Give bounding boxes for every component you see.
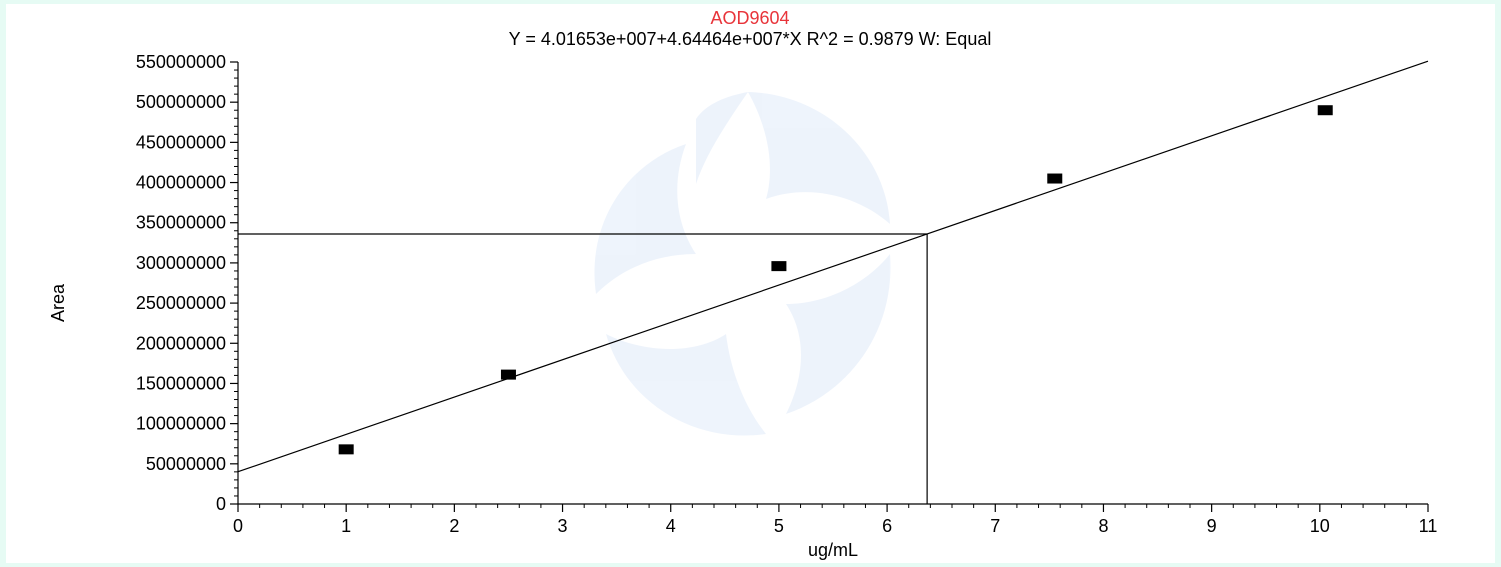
regression-equation: Y = 4.01653e+007+4.64464e+007*X R^2 = 0.… <box>509 29 992 49</box>
x-tick-label: 8 <box>1098 516 1108 536</box>
data-point <box>1317 105 1333 116</box>
regression-line <box>237 60 1429 473</box>
y-tick-label: 450000000 <box>136 132 226 152</box>
y-tick-label: 350000000 <box>136 213 226 233</box>
x-axis-label: ug/mL <box>808 540 858 560</box>
chart-title: AOD9604 <box>710 8 789 28</box>
x-tick-label: 9 <box>1207 516 1217 536</box>
x-tick-label: 5 <box>774 516 784 536</box>
x-tick-label: 3 <box>558 516 568 536</box>
x-tick-label: 4 <box>666 516 676 536</box>
data-point <box>500 369 516 380</box>
watermark-logo <box>594 92 891 436</box>
x-axis-ticks: 0 1 2 3 4 5 6 7 8 9 10 11 <box>233 504 1437 536</box>
y-tick-label: 250000000 <box>136 293 226 313</box>
x-tick-label: 1 <box>341 516 351 536</box>
y-tick-label: 50000000 <box>146 454 226 474</box>
y-axis-ticks: 0 50000000 100000000 150000000 200000000 2500… <box>136 52 238 514</box>
y-axis-label: Area <box>48 283 68 322</box>
x-tick-label: 7 <box>990 516 1000 536</box>
y-tick-label: 400000000 <box>136 173 226 193</box>
y-tick-label: 550000000 <box>136 52 226 72</box>
x-tick-label: 10 <box>1310 516 1330 536</box>
y-tick-label: 500000000 <box>136 92 226 112</box>
x-tick-label: 11 <box>1419 516 1438 536</box>
y-tick-label: 300000000 <box>136 253 226 273</box>
calibration-chart: AOD9604 Y = 4.01653e+007+4.64464e+007*X … <box>48 8 1437 560</box>
y-tick-label: 200000000 <box>136 333 226 353</box>
x-tick-label: 0 <box>233 516 243 536</box>
data-point <box>1047 173 1063 184</box>
data-point <box>771 261 787 272</box>
chart-frame: AOD9604 Y = 4.01653e+007+4.64464e+007*X … <box>6 4 1495 563</box>
data-points <box>338 105 1333 455</box>
x-tick-label: 2 <box>449 516 459 536</box>
y-tick-label: 100000000 <box>136 414 226 434</box>
x-tick-label: 6 <box>882 516 892 536</box>
y-tick-label: 0 <box>216 494 226 514</box>
data-point <box>338 444 354 455</box>
y-tick-label: 150000000 <box>136 373 226 393</box>
